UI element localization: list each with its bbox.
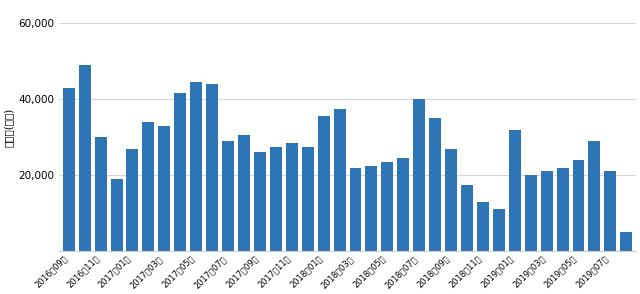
Bar	[254, 152, 266, 251]
Bar	[445, 148, 457, 251]
Bar	[365, 166, 378, 251]
Bar	[604, 171, 616, 251]
Bar	[111, 179, 122, 251]
Bar	[573, 160, 584, 251]
Bar	[206, 84, 218, 251]
Bar	[429, 118, 441, 251]
Bar	[381, 162, 394, 251]
Bar	[461, 185, 473, 251]
Bar	[349, 168, 362, 251]
Bar	[63, 88, 75, 251]
Bar	[588, 141, 600, 251]
Bar	[525, 175, 537, 251]
Bar	[301, 147, 314, 251]
Bar	[397, 158, 409, 251]
Bar	[317, 116, 330, 251]
Bar	[190, 82, 202, 251]
Bar	[557, 168, 568, 251]
Bar	[541, 171, 552, 251]
Bar	[620, 232, 632, 251]
Bar	[509, 130, 521, 251]
Bar	[127, 148, 138, 251]
Bar	[333, 109, 346, 251]
Bar	[286, 143, 298, 251]
Bar	[238, 135, 250, 251]
Bar	[222, 141, 234, 251]
Bar	[477, 202, 489, 251]
Bar	[95, 137, 107, 251]
Bar	[174, 93, 186, 251]
Bar	[143, 122, 154, 251]
Y-axis label: 거래량(건수): 거래량(건수)	[4, 108, 14, 147]
Bar	[79, 65, 91, 251]
Bar	[413, 99, 425, 251]
Bar	[493, 209, 505, 251]
Bar	[158, 126, 170, 251]
Bar	[270, 147, 282, 251]
